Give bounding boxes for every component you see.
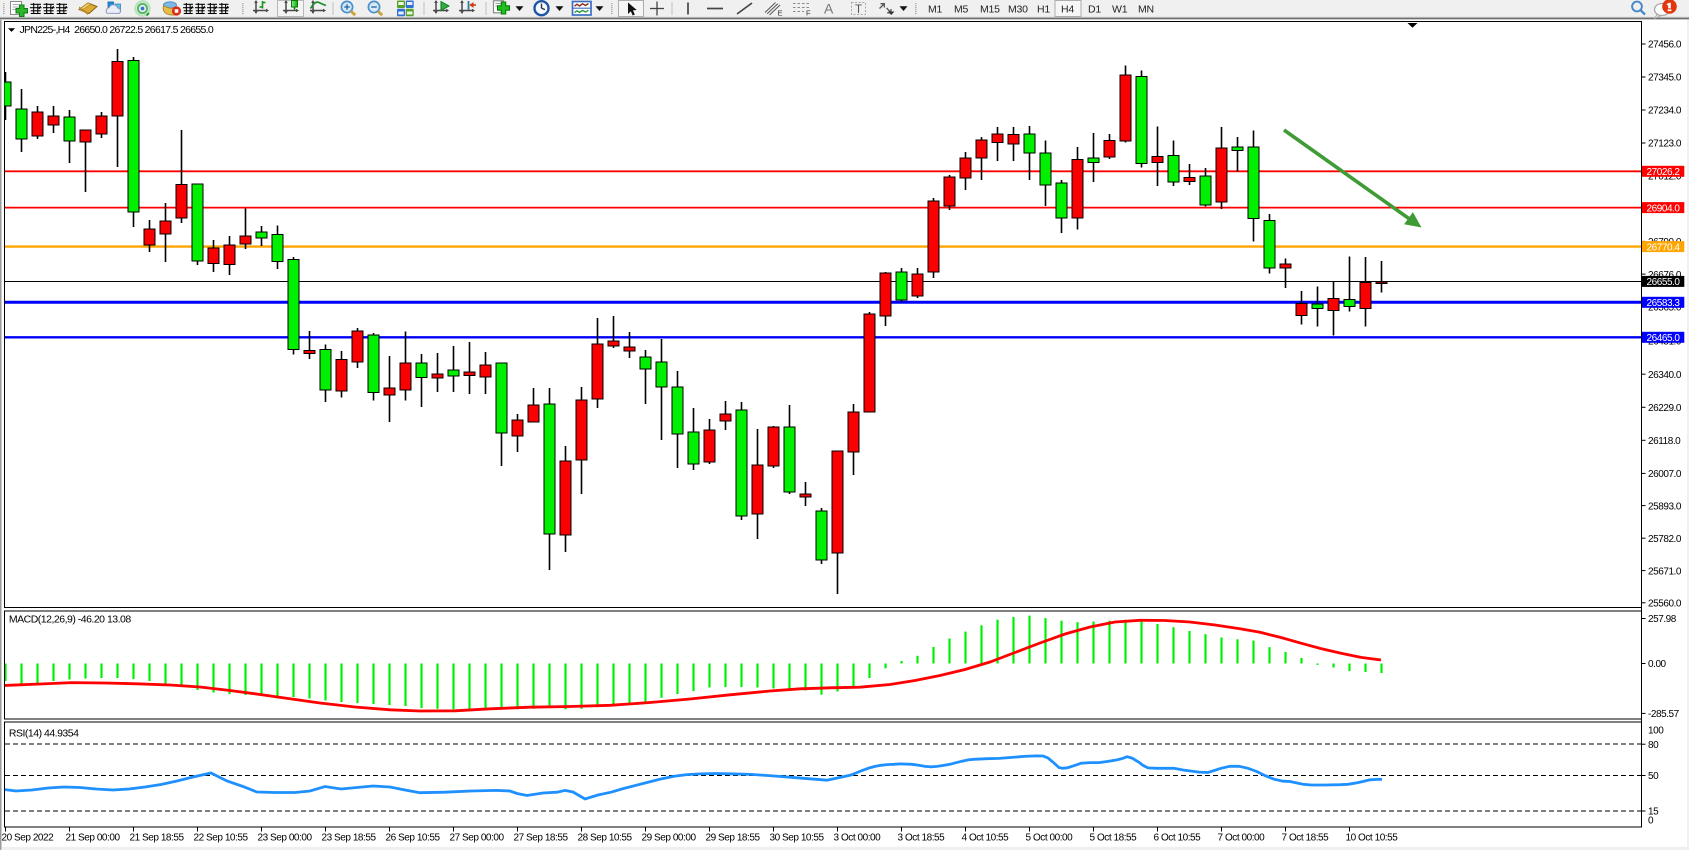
svg-text:15: 15 [1648,807,1659,818]
svg-text:26904.0: 26904.0 [1647,203,1681,214]
svg-text:MN: MN [1138,4,1154,16]
svg-text:100: 100 [1648,725,1664,736]
svg-text:26676.0: 26676.0 [1648,270,1682,281]
svg-text:26655.0: 26655.0 [1647,277,1681,288]
svg-text:21 Sep 18:55: 21 Sep 18:55 [130,833,185,844]
svg-text:22 Sep 10:55: 22 Sep 10:55 [194,833,249,844]
svg-text:20 Sep 2022: 20 Sep 2022 [2,833,55,844]
svg-text:26465.0: 26465.0 [1647,333,1681,344]
svg-text:5 Oct 18:55: 5 Oct 18:55 [1090,833,1138,844]
svg-text:26007.0: 26007.0 [1648,469,1682,480]
svg-text:25782.0: 25782.0 [1648,534,1682,545]
svg-text:H1: H1 [1037,4,1050,16]
svg-text:7 Oct 00:00: 7 Oct 00:00 [1218,833,1266,844]
svg-text:0: 0 [1648,816,1654,827]
svg-text:D1: D1 [1088,4,1101,16]
svg-text:M5: M5 [954,4,969,16]
svg-text:29 Sep 18:55: 29 Sep 18:55 [706,833,761,844]
svg-text:26583.3: 26583.3 [1647,298,1681,309]
svg-text:27456.0: 27456.0 [1648,40,1682,51]
svg-text:27 Sep 00:00: 27 Sep 00:00 [450,833,505,844]
svg-text:3 Oct 18:55: 3 Oct 18:55 [898,833,946,844]
svg-text:M30: M30 [1008,4,1028,16]
svg-text:H4: H4 [1061,4,1074,16]
svg-text:5 Oct 00:00: 5 Oct 00:00 [1026,833,1074,844]
svg-text:25671.0: 25671.0 [1648,566,1682,577]
svg-text:27026.2: 27026.2 [1647,167,1681,178]
svg-text:27345.0: 27345.0 [1648,73,1682,84]
svg-text:RSI(14) 44.9354: RSI(14) 44.9354 [9,728,79,740]
svg-text:26770.4: 26770.4 [1647,242,1681,253]
svg-text:7 Oct 18:55: 7 Oct 18:55 [1282,833,1330,844]
svg-text:25560.0: 25560.0 [1648,599,1682,610]
svg-text:27123.0: 27123.0 [1648,139,1682,150]
svg-text:27234.0: 27234.0 [1648,106,1682,117]
svg-text:A: A [824,1,834,17]
svg-text:F: F [806,9,811,18]
svg-text:W1: W1 [1112,4,1128,16]
svg-text:T: T [855,4,862,16]
svg-text:26229.0: 26229.0 [1648,403,1682,414]
svg-text:26565.0: 26565.0 [1648,303,1682,314]
svg-text:MACD(12,26,9) -46.20 13.08: MACD(12,26,9) -46.20 13.08 [9,614,131,626]
svg-text:28 Sep 10:55: 28 Sep 10:55 [578,833,633,844]
svg-text:M15: M15 [980,4,1000,16]
svg-text:26340.0: 26340.0 [1648,370,1682,381]
svg-text:23 Sep 18:55: 23 Sep 18:55 [322,833,377,844]
svg-text:3 Oct 00:00: 3 Oct 00:00 [834,833,882,844]
svg-text:M1: M1 [928,4,943,16]
svg-text:6 Oct 10:55: 6 Oct 10:55 [1154,833,1202,844]
svg-text:4 Oct 10:55: 4 Oct 10:55 [962,833,1010,844]
svg-text:10 Oct 10:55: 10 Oct 10:55 [1346,833,1399,844]
svg-text:257.98: 257.98 [1648,614,1677,625]
svg-text:30 Sep 10:55: 30 Sep 10:55 [770,833,825,844]
svg-text:E: E [778,9,783,18]
svg-text:26118.0: 26118.0 [1648,436,1681,447]
svg-text:21 Sep 00:00: 21 Sep 00:00 [66,833,121,844]
svg-text:JPN225-,H4 26650.0 26722.5 26: JPN225-,H4 26650.0 26722.5 26617.5 26655… [20,24,214,36]
svg-text:80: 80 [1648,740,1659,751]
svg-text:27 Sep 18:55: 27 Sep 18:55 [514,833,569,844]
svg-text:27012.0: 27012.0 [1648,172,1682,183]
svg-text:26 Sep 10:55: 26 Sep 10:55 [386,833,441,844]
svg-text:23 Sep 00:00: 23 Sep 00:00 [258,833,313,844]
svg-text:-285.57: -285.57 [1648,709,1680,720]
svg-text:0.00: 0.00 [1648,659,1667,670]
svg-text:50: 50 [1648,771,1659,782]
svg-text:29 Sep 00:00: 29 Sep 00:00 [642,833,697,844]
svg-text:25893.0: 25893.0 [1648,501,1682,512]
